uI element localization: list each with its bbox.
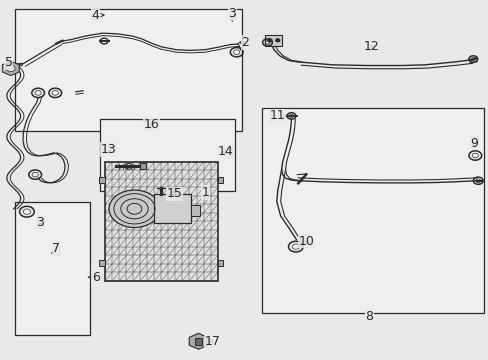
Text: 4: 4 (91, 9, 104, 22)
Polygon shape (2, 61, 19, 76)
Bar (99, 177, 105, 183)
Text: 12: 12 (363, 40, 379, 53)
Text: 5: 5 (5, 57, 13, 69)
Text: 17: 17 (204, 335, 220, 348)
Text: 8: 8 (365, 310, 372, 323)
Circle shape (275, 39, 279, 42)
Text: 11: 11 (269, 109, 286, 122)
Bar (194, 338, 202, 345)
Bar (100, 119, 234, 191)
Bar (105, 162, 217, 281)
Bar (190, 205, 199, 216)
Circle shape (6, 65, 15, 72)
Bar (217, 177, 223, 183)
Text: 10: 10 (298, 235, 314, 248)
Bar (140, 163, 145, 169)
Bar (217, 260, 223, 266)
Bar (99, 260, 105, 266)
Text: 2: 2 (239, 36, 249, 49)
Text: 1: 1 (201, 186, 209, 200)
Bar (15, 9, 242, 131)
Text: 3: 3 (228, 7, 236, 21)
Bar (154, 194, 190, 223)
Bar (261, 108, 483, 313)
Text: 3: 3 (36, 216, 44, 229)
Text: 14: 14 (218, 145, 233, 158)
Circle shape (109, 190, 160, 228)
Text: 9: 9 (469, 137, 477, 150)
Text: 16: 16 (143, 118, 159, 131)
Text: 6: 6 (88, 271, 100, 284)
Polygon shape (189, 333, 207, 349)
Text: 7: 7 (51, 242, 60, 255)
Text: 15: 15 (166, 187, 182, 200)
Bar (15, 202, 90, 335)
Circle shape (267, 39, 271, 42)
Bar (265, 35, 282, 46)
Text: 13: 13 (101, 143, 116, 156)
